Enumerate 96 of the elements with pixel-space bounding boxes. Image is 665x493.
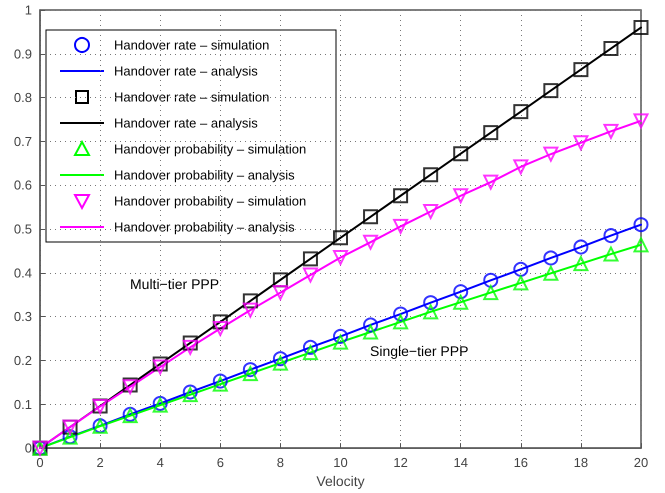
point	[634, 20, 648, 36]
point	[333, 334, 348, 350]
point	[242, 293, 258, 308]
point	[272, 272, 288, 288]
x-tick-label: 12	[393, 455, 408, 470]
point	[302, 345, 318, 360]
point	[363, 209, 378, 224]
point	[634, 113, 648, 128]
point	[393, 218, 408, 234]
point	[543, 146, 558, 162]
y-tick-label: 0.6	[14, 178, 32, 193]
point	[363, 234, 378, 250]
point	[272, 285, 288, 300]
point	[543, 250, 558, 266]
annotation: Multi−tier PPP	[130, 276, 220, 292]
point	[212, 376, 228, 392]
point	[212, 314, 228, 330]
y-tick-label: 0.8	[14, 90, 32, 106]
point	[634, 237, 648, 252]
point	[513, 275, 528, 290]
legend-label: Handover probability – simulation	[114, 142, 306, 156]
point	[242, 366, 258, 382]
point	[603, 124, 618, 139]
x-tick-label: 2	[96, 455, 104, 470]
point	[212, 374, 228, 389]
legend-label: Handover probability – analysis	[114, 220, 296, 234]
point	[333, 230, 348, 246]
point	[513, 104, 528, 120]
point	[363, 324, 378, 340]
point	[423, 295, 438, 310]
x-tick-label: 10	[333, 455, 348, 470]
y-tick-label: 1	[24, 2, 32, 18]
y-tick-label: 0.7	[14, 134, 32, 149]
y-tick-label: 0.1	[14, 396, 32, 412]
point	[272, 356, 288, 371]
point	[453, 294, 468, 310]
point	[182, 335, 198, 350]
point	[543, 266, 558, 281]
point	[393, 188, 408, 204]
point	[453, 146, 468, 162]
point	[573, 240, 588, 255]
point	[152, 356, 168, 372]
y-tick-label: 0.4	[14, 265, 32, 280]
point	[302, 340, 318, 355]
point	[573, 135, 588, 150]
y-tick-label: 0	[24, 440, 32, 456]
point	[453, 188, 468, 204]
point	[423, 167, 438, 182]
point	[302, 251, 318, 266]
point	[182, 340, 198, 355]
x-tick-label: 16	[514, 455, 528, 470]
point	[272, 351, 288, 366]
point	[483, 174, 498, 190]
x-tick-label: 8	[276, 455, 284, 470]
point	[333, 328, 348, 344]
point	[483, 272, 498, 288]
point	[212, 321, 228, 336]
y-tick-label: 0.3	[14, 309, 32, 324]
x-tick-label: 4	[156, 455, 164, 470]
x-tick-label: 6	[216, 455, 224, 470]
point	[423, 204, 438, 220]
legend-label: Handover probability – simulation	[114, 194, 306, 208]
point	[242, 302, 258, 318]
point	[393, 314, 408, 330]
point	[453, 284, 468, 300]
x-tick-label: 14	[453, 455, 468, 470]
legend-label: Handover rate – analysis	[114, 64, 258, 78]
point	[543, 83, 558, 98]
annotation: Single−tier PPP	[370, 343, 468, 359]
point	[634, 217, 648, 232]
point	[603, 246, 618, 262]
x-tick-label: 18	[574, 455, 588, 470]
legend-label: Handover probability – analysis	[114, 168, 296, 182]
point	[302, 268, 318, 283]
point	[242, 362, 258, 378]
x-axis-title: Velocity	[316, 473, 365, 489]
point	[603, 41, 618, 56]
point	[603, 228, 618, 244]
point	[152, 360, 168, 375]
y-tick-label: 0.5	[14, 222, 32, 237]
legend-label: Handover rate – analysis	[114, 116, 258, 130]
x-tick-label: 0	[36, 455, 44, 470]
point	[483, 285, 498, 300]
point	[573, 256, 588, 272]
x-tick-label: 20	[634, 455, 648, 470]
point	[573, 62, 588, 78]
point	[423, 304, 438, 320]
y-tick-label: 0.9	[14, 46, 32, 62]
legend-label: Handover rate – simulation	[114, 38, 270, 52]
y-tick-label: 0.2	[14, 352, 32, 368]
point	[363, 317, 378, 332]
point	[483, 125, 498, 140]
point	[513, 262, 528, 277]
point	[513, 159, 528, 174]
point	[333, 250, 348, 266]
point	[393, 306, 408, 322]
